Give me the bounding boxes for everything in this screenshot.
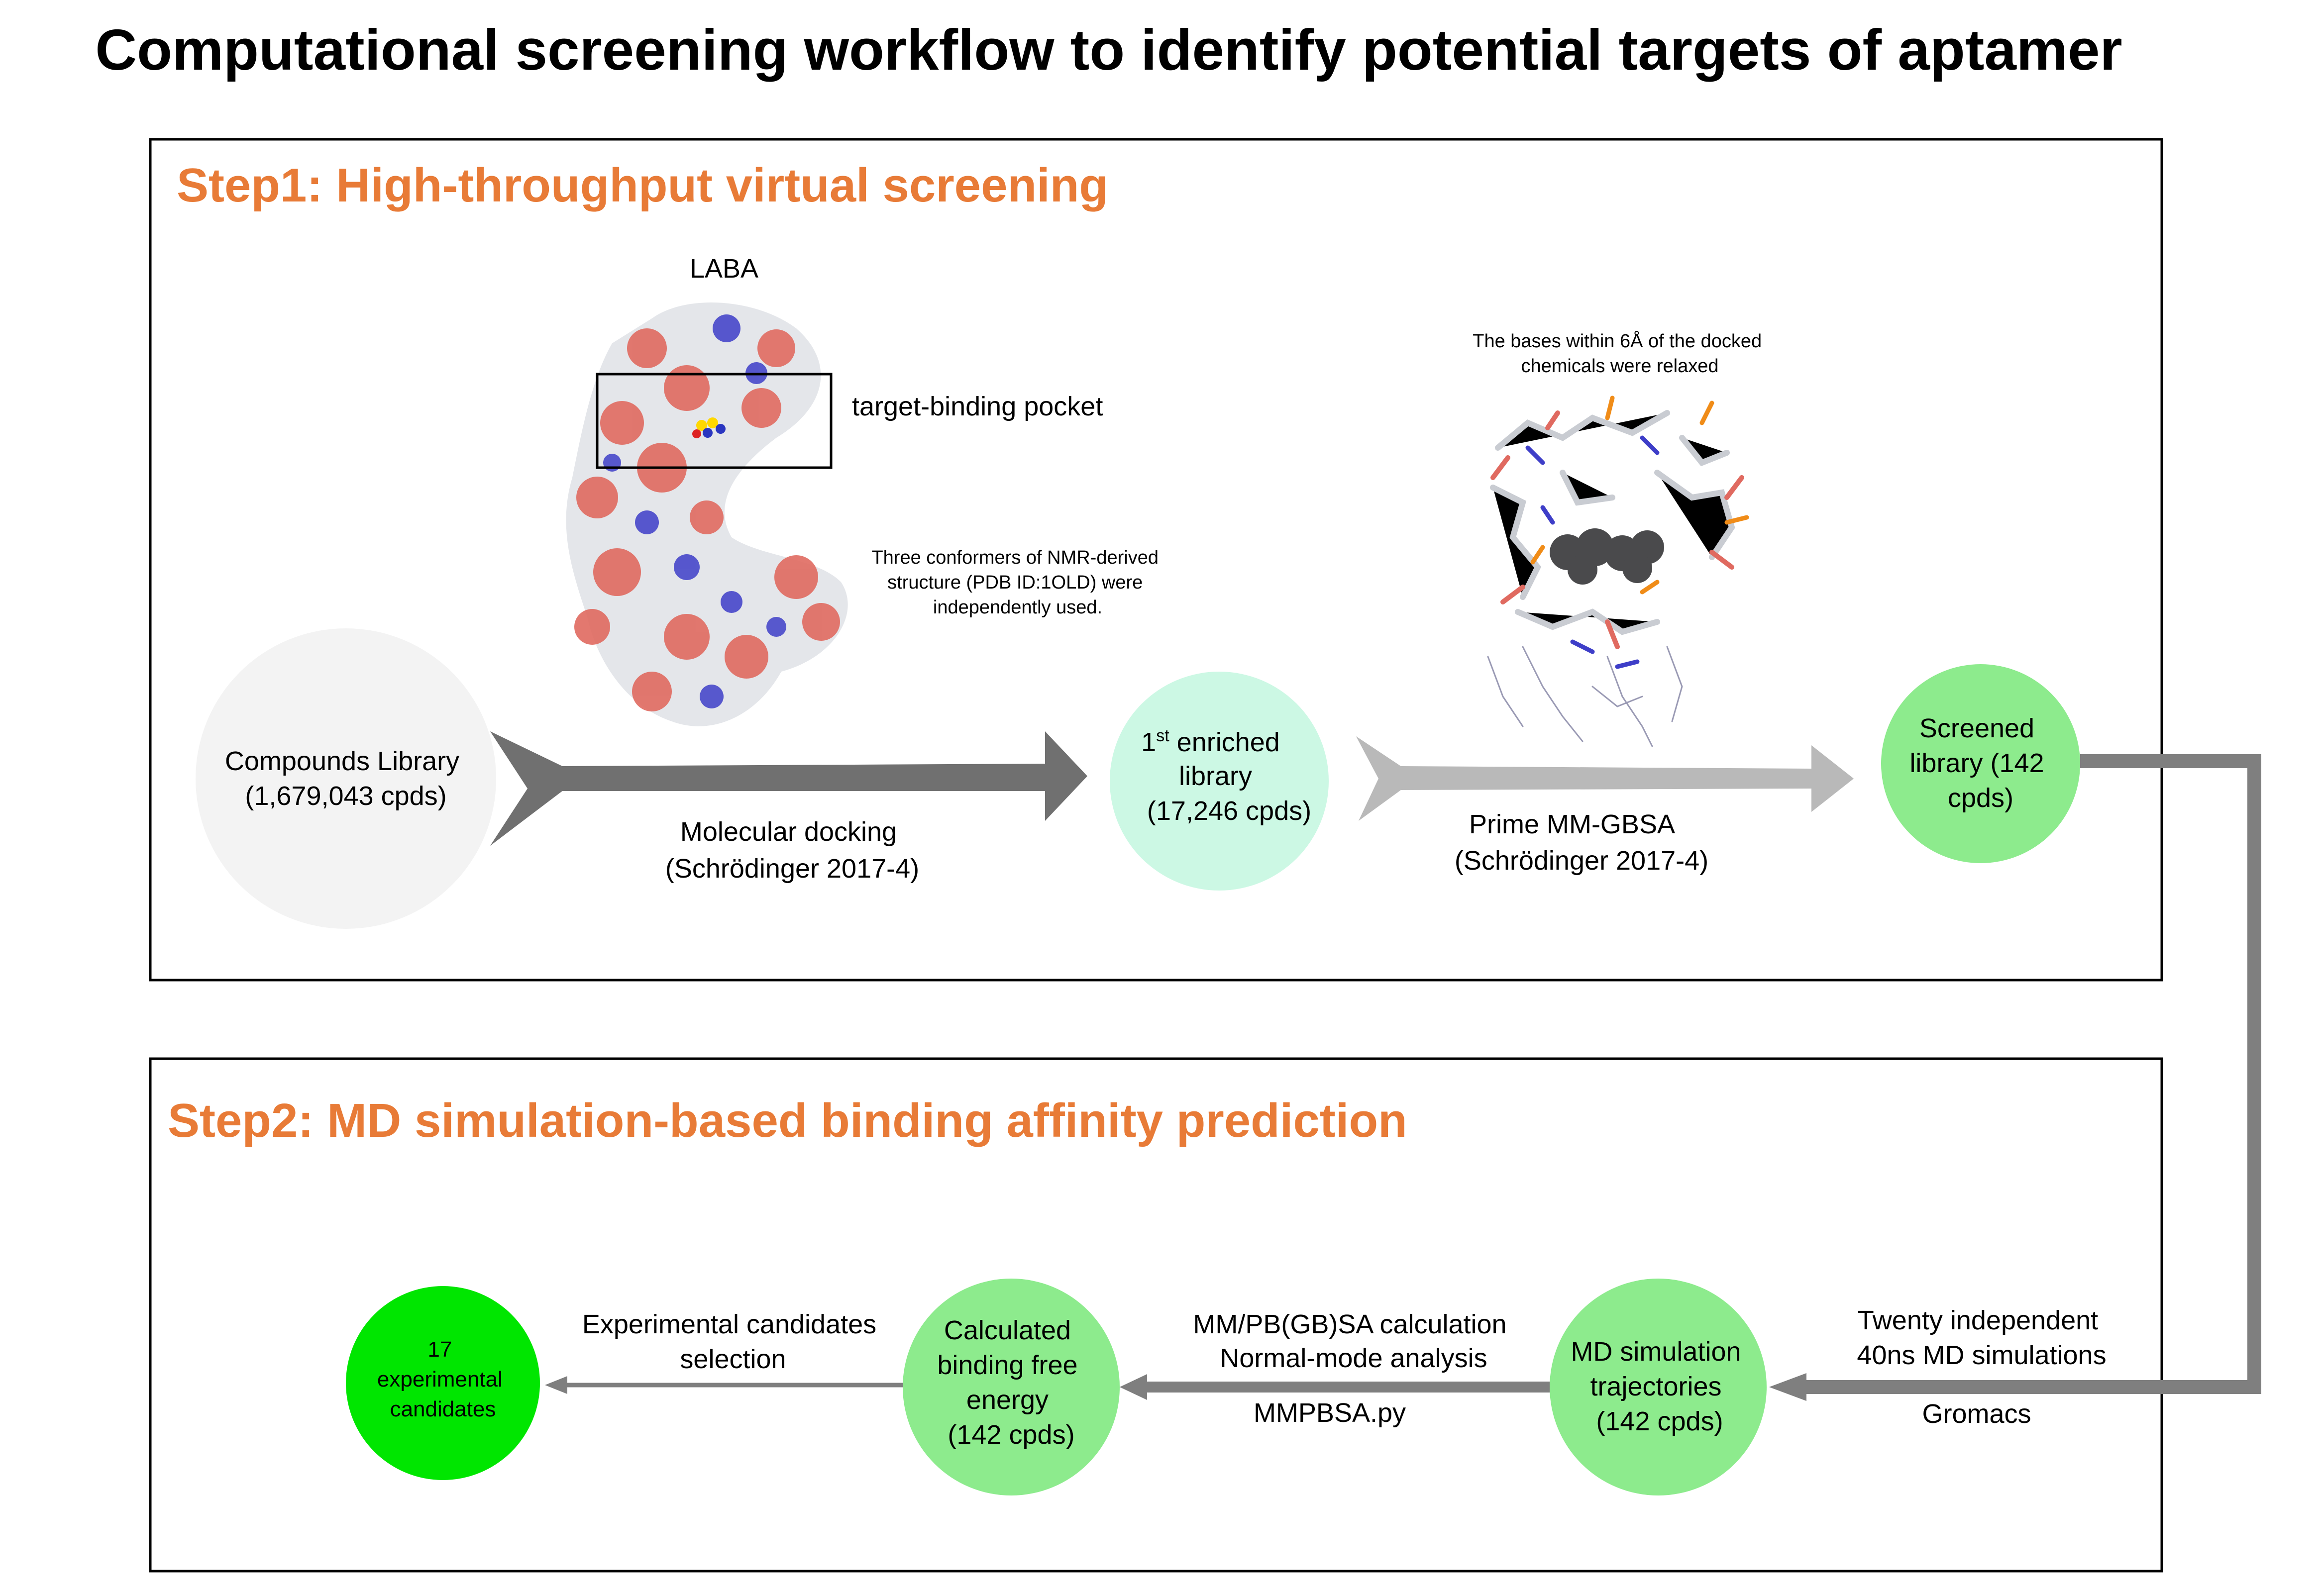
binding-free-energy-label: Calculated binding free energy (142 cpds… xyxy=(937,1315,1085,1450)
screened-library-node xyxy=(1881,664,2080,863)
ligand-in-pocket xyxy=(692,417,726,438)
mmpbsa-arrowhead xyxy=(1120,1374,1147,1400)
selection-arrowhead xyxy=(545,1376,567,1394)
binding-free-energy-node xyxy=(903,1279,1120,1495)
conformer-note: Three conformers of NMR-derived structur… xyxy=(871,547,1163,618)
md-trajectories-label: MD simulation trajectories (142 cpds) xyxy=(1571,1337,1748,1436)
step1-heading: Step1: High-throughput virtual screening xyxy=(177,159,1108,212)
md-trajectories-node xyxy=(1550,1279,1767,1495)
gromacs-label: Gromacs xyxy=(1922,1399,2031,1429)
mmpbsa-label: MM/PB(GB)SA calculation Normal-mode anal… xyxy=(1193,1309,1514,1373)
mmpbsa-py-label: MMPBSA.py xyxy=(1254,1398,1406,1428)
experimental-candidates-node xyxy=(346,1286,540,1480)
enriched-library-label: 1st enriched library (17,246 cpds) xyxy=(1141,726,1311,826)
compounds-library-label: Compounds Library (1,679,043 cpds) xyxy=(225,746,467,811)
step1-box xyxy=(149,138,2163,982)
exp-selection-label: Experimental candidates selection xyxy=(582,1309,884,1374)
step-connector-line xyxy=(1801,754,2261,1394)
docking-label: Molecular docking (Schrödinger 2017-4) xyxy=(665,817,919,884)
docked-complex-image xyxy=(1487,396,1749,747)
step2-box xyxy=(149,1057,2163,1573)
pocket-highlight-box xyxy=(596,373,833,469)
page-title: Computational screening workflow to iden… xyxy=(95,17,2122,82)
enriched-library-node xyxy=(1110,672,1329,891)
md-simulations-label: Twenty independent 40ns MD simulations xyxy=(1857,1305,2106,1370)
laba-label: LABA xyxy=(690,254,758,284)
mmgbsa-label: Prime MM-GBSA (Schrödinger 2017-4) xyxy=(1455,809,1708,876)
step2-heading: Step2: MD simulation-based binding affin… xyxy=(168,1094,1407,1147)
step-connector-arrowhead xyxy=(1769,1373,1806,1401)
docking-arrow xyxy=(490,731,1087,846)
docked-ligand xyxy=(1550,528,1664,585)
compounds-library-node xyxy=(196,628,496,929)
experimental-candidates-label: 17 experimental candidates xyxy=(377,1337,509,1421)
mmgbsa-arrow xyxy=(1356,736,1854,821)
pocket-label: target-binding pocket xyxy=(852,392,1103,421)
screened-library-label: Screened library (142 cpds) xyxy=(1909,713,2051,813)
relax-note: The bases within 6Å of the docked chemic… xyxy=(1473,330,1767,377)
aptamer-surface-image xyxy=(566,302,848,726)
